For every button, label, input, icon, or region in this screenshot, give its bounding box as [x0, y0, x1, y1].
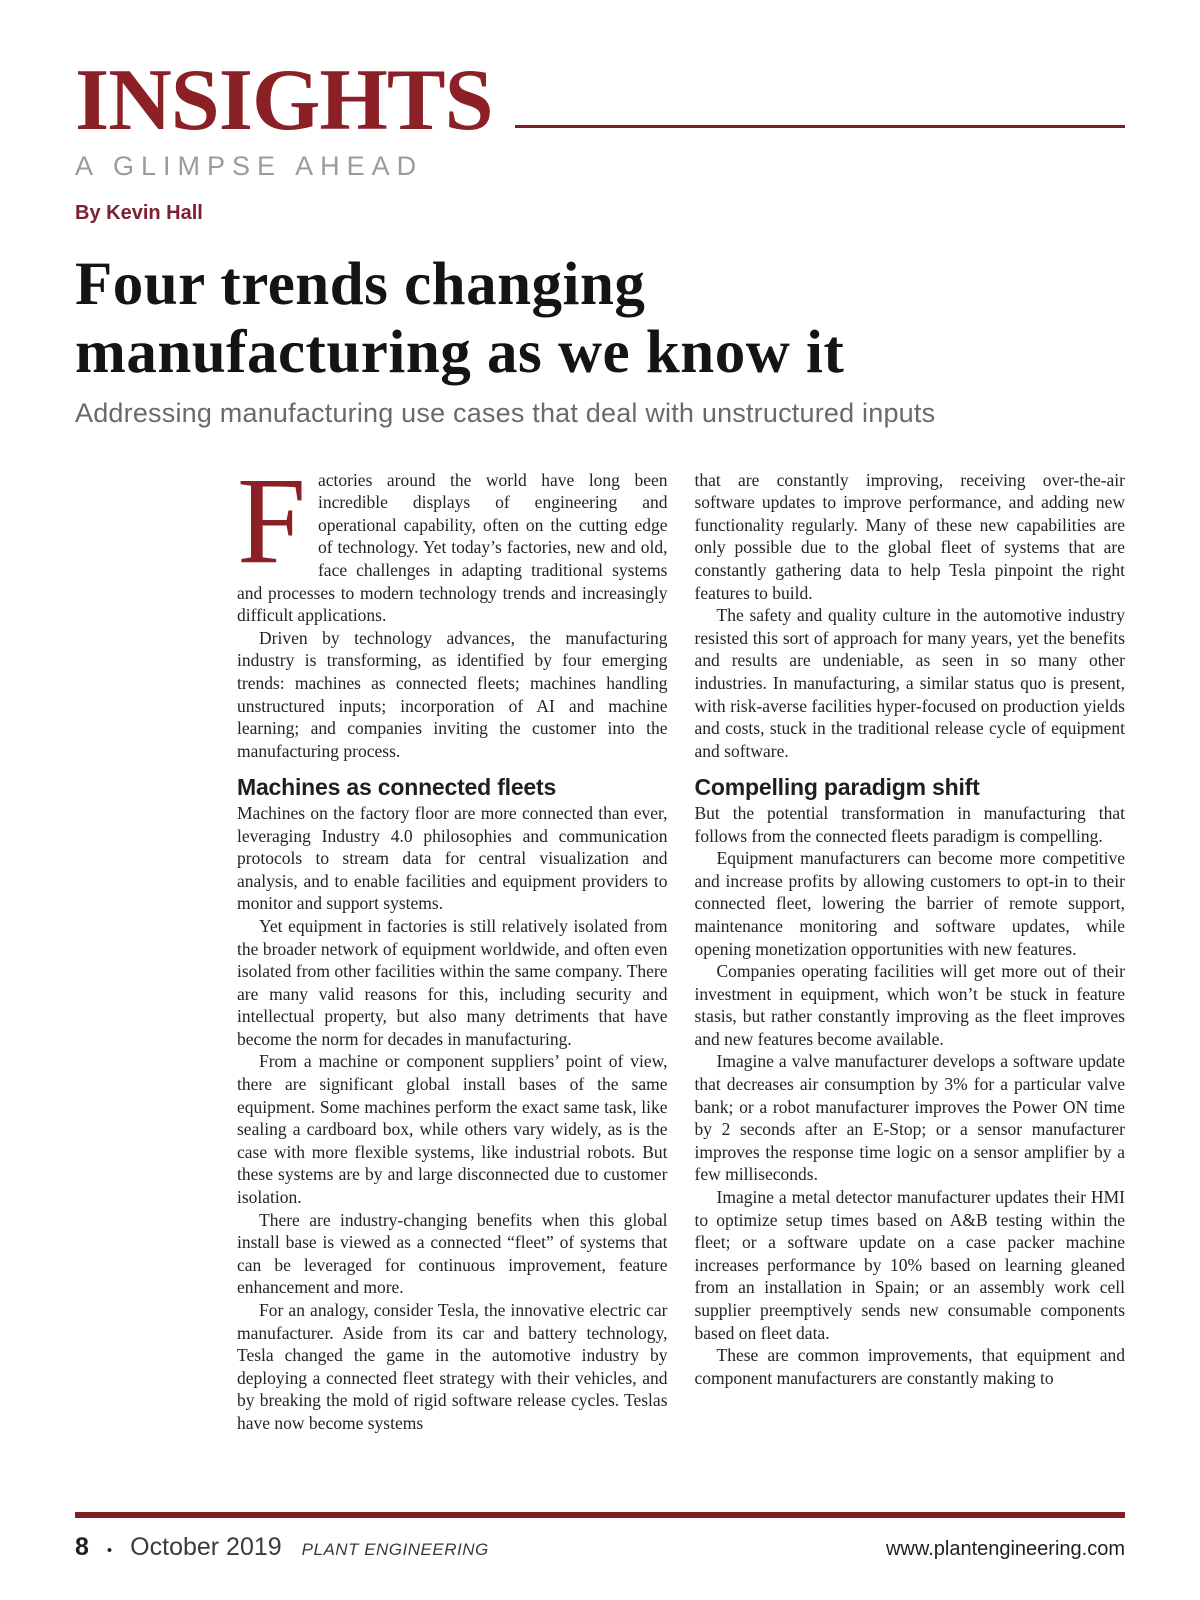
issue-date: October 2019 — [130, 1533, 282, 1561]
article-title-line-1: Four trends changing — [75, 251, 646, 319]
footer-left: 8 • October 2019 PLANT ENGINEERING — [75, 1533, 489, 1562]
body-paragraph: Companies operating facilities will get … — [694, 961, 1126, 1049]
body-paragraph: From a machine or component suppliers’ p… — [237, 1051, 668, 1208]
article-subtitle: Addressing manufacturing use cases that … — [75, 397, 936, 428]
masthead-rule — [514, 125, 1125, 129]
footer-row: 8 • October 2019 PLANT ENGINEERING www.p… — [75, 1533, 1125, 1562]
column-tagline: A GLIMPSE AHEAD — [75, 151, 424, 182]
dropcap-letter: F — [237, 468, 306, 589]
section-heading: Compelling paradigm shift — [694, 774, 980, 801]
body-paragraph: But the potential transformation in manu… — [694, 802, 1126, 846]
page-number: 8 — [75, 1533, 89, 1561]
body-paragraph: These are common improvements, that equi… — [694, 1345, 1126, 1388]
body-paragraph: Machines on the factory floor are more c… — [237, 802, 668, 914]
article-title-line-2: manufacturing as we know it — [75, 318, 845, 386]
section-heading: Machines as connected fleets — [237, 774, 557, 801]
body-paragraph: For an analogy, consider Tesla, the inno… — [237, 1300, 668, 1433]
footer-rule — [75, 1512, 1125, 1518]
body-paragraph: Yet equipment in factories is still rela… — [237, 915, 668, 1049]
page-content: INSIGHTS A GLIMPSE AHEAD By Kevin Hall F… — [75, 52, 1125, 1525]
byline: By Kevin Hall — [75, 202, 203, 225]
text-column-right: that are constantly improving, receiving… — [695, 469, 1126, 1525]
masthead-row: INSIGHTS — [75, 52, 1125, 149]
website-url[interactable]: www.plantengineering.com — [885, 1538, 1125, 1560]
body-paragraph: Equipment manufacturers can become more … — [694, 848, 1126, 959]
bullet-separator-icon: • — [106, 1542, 113, 1559]
body-paragraph: Imagine a metal detector manufacturer up… — [694, 1187, 1126, 1343]
body-paragraph: that are constantly improving, receiving… — [694, 469, 1126, 603]
body-paragraph: Imagine a valve manufacturer develops a … — [694, 1051, 1126, 1185]
body-paragraph: There are industry-changing benefits whe… — [237, 1209, 668, 1298]
publication-name: PLANT ENGINEERING — [301, 1540, 489, 1559]
body-paragraph: Driven by technology advances, the manuf… — [237, 627, 668, 761]
page-footer: 8 • October 2019 PLANT ENGINEERING www.p… — [75, 1512, 1125, 1562]
body-paragraph: The safety and quality culture in the au… — [694, 605, 1126, 761]
column-logo: INSIGHTS — [75, 52, 494, 149]
article-title: Four trends changing manufacturing as we… — [75, 251, 1125, 385]
masthead: INSIGHTS A GLIMPSE AHEAD By Kevin Hall — [75, 52, 1125, 225]
